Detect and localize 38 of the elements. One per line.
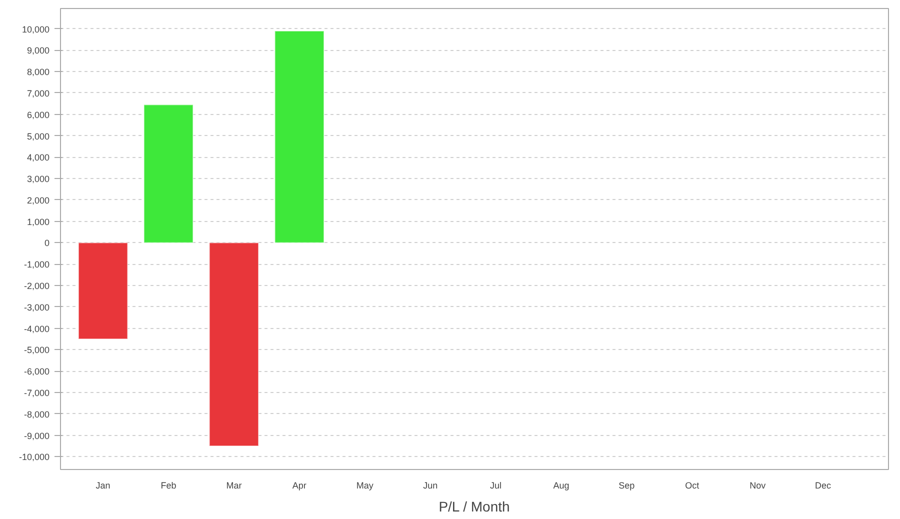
y-tick-label: 9,000 [26, 46, 50, 56]
x-tick-label: Sep [618, 480, 635, 490]
y-tick-label: 0 [44, 238, 50, 248]
y-tick-label: 3,000 [26, 174, 50, 184]
y-tick-label: -6,000 [24, 366, 50, 377]
y-tick-label: 5,000 [26, 131, 50, 142]
x-axis-title: P/L / Month [438, 498, 510, 514]
y-tick-label: -1,000 [24, 260, 50, 270]
x-tick-label: May [356, 480, 374, 490]
y-tick-label: 1,000 [26, 216, 50, 227]
y-tick-label: 8,000 [26, 67, 50, 78]
y-tick-label: -9,000 [24, 430, 50, 441]
y-tick-label: -8,000 [24, 409, 50, 420]
y-tick-label: 6,000 [26, 110, 50, 120]
bar [143, 104, 194, 244]
y-tick-label: -5,000 [24, 345, 50, 356]
x-tick-label: Aug [553, 480, 570, 490]
x-tick-label: Mar [226, 480, 242, 490]
y-tick-label: -7,000 [24, 388, 50, 398]
x-tick-label: Dec [815, 480, 832, 490]
bar [78, 242, 128, 340]
x-tick-label: Jan [96, 480, 110, 490]
y-tick-label: 10,000 [22, 24, 50, 34]
x-tick-label: Nov [750, 480, 766, 490]
x-tick-label: Feb [160, 480, 176, 490]
bar [274, 30, 324, 244]
x-tick-label: Jul [490, 480, 502, 490]
x-tick-label: Jun [423, 480, 438, 490]
y-tick-label: -10,000 [18, 452, 50, 462]
x-tick-label: Apr [292, 480, 306, 490]
y-tick-label: 2,000 [26, 195, 50, 206]
y-tick-label: -4,000 [24, 324, 50, 334]
y-tick-label: -3,000 [24, 302, 50, 312]
bar [208, 242, 259, 446]
x-tick-label: Oct [685, 480, 700, 490]
y-tick-label: -2,000 [24, 281, 50, 292]
y-tick-label: 4,000 [26, 152, 50, 163]
y-tick-label: 7,000 [26, 88, 50, 98]
